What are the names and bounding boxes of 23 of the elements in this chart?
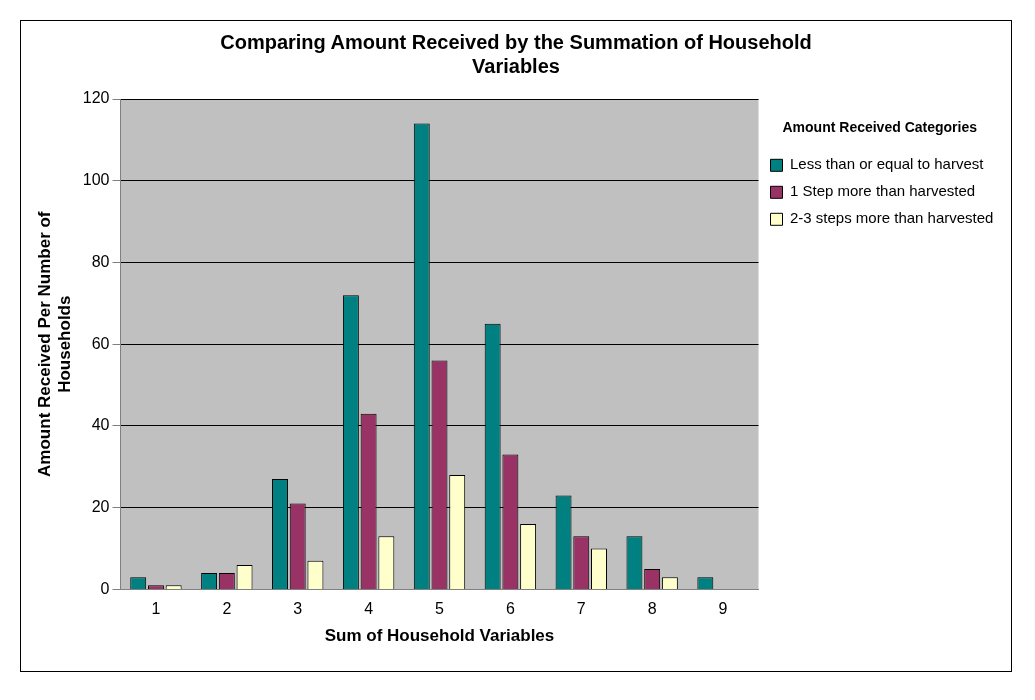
x-tick-label: 9 [718, 600, 728, 618]
legend-label: 2-3 steps more than harvested [790, 209, 994, 227]
legend-title: Amount Received Categories [782, 118, 978, 135]
y-tick-label: 100 [82, 171, 110, 189]
y-tick-label: 20 [91, 498, 110, 516]
x-tick-label: 4 [364, 600, 374, 618]
x-tick-label: 3 [293, 600, 303, 618]
y-axis-title: Amount Received Per Number of Households [34, 211, 75, 477]
y-tick-label: 60 [91, 334, 110, 352]
x-tick-label: 1 [151, 600, 161, 618]
y-tick-label: 80 [91, 252, 110, 270]
y-tick-label: 0 [100, 579, 110, 597]
x-tick-label: 7 [576, 600, 586, 618]
chart-title: Comparing Amount Received by the Summation of Household Variables [220, 30, 812, 77]
legend-label: Less than or equal to harvest [790, 155, 985, 173]
y-tick-label: 40 [91, 416, 110, 434]
x-tick-label: 5 [435, 600, 445, 618]
legend-label: 1 Step more than harvested [790, 182, 976, 200]
x-tick-label: 2 [222, 600, 232, 618]
x-tick-label: 6 [505, 600, 515, 618]
x-axis-title: Sum of Household Variables [324, 626, 555, 646]
x-tick-label: 8 [647, 600, 657, 618]
y-tick-label: 120 [82, 89, 110, 107]
